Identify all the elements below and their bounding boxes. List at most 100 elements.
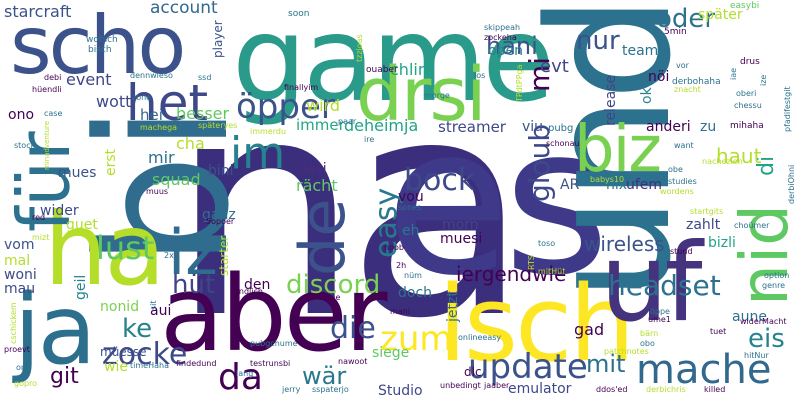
word-release: release	[603, 74, 619, 126]
word-ganz: ganz	[202, 207, 236, 223]
word-erst: erst	[103, 148, 119, 176]
word-drus: drus	[740, 57, 760, 67]
word-dennwieso: dennwieso	[130, 71, 173, 80]
word-headset: headset	[608, 269, 721, 302]
word-Studio: Studio	[378, 383, 423, 399]
word-ire: ire	[364, 135, 375, 144]
word-TPdtPPga: TPdtPPga	[515, 64, 524, 102]
word-iae: iae	[729, 67, 738, 80]
word-drsi: drsi	[356, 52, 487, 138]
word-zahlt: zahlt	[686, 217, 721, 233]
word-raecht: rächt	[296, 176, 338, 195]
word-ok: ok	[639, 87, 655, 104]
word-los: los	[474, 71, 486, 80]
word-onlineeasy: onlineeasy	[458, 333, 502, 342]
word-zone: zone	[132, 93, 152, 102]
word-toso: toso	[538, 239, 556, 248]
word-minadventure: minadventure	[43, 120, 51, 170]
word-choeumer: choümer	[734, 221, 770, 230]
word-na: na	[170, 35, 530, 384]
word-morn: morn	[442, 217, 479, 233]
word-startgits: startgits	[690, 207, 724, 216]
word-jaaber: jaaber	[484, 381, 510, 390]
word-chlini: chlini	[390, 60, 433, 79]
word-killed: killed	[704, 385, 726, 394]
word-nix: nix	[606, 177, 628, 193]
word-account: account	[150, 0, 218, 18]
word-discord: discord	[286, 270, 381, 300]
word-mache: mache	[636, 347, 772, 393]
word-geil: geil	[73, 274, 89, 300]
word-emulator: emulator	[508, 381, 572, 397]
word-mues: mues	[58, 165, 97, 181]
word-5min: 5min	[664, 27, 687, 37]
word-nid: nid	[726, 203, 800, 306]
word-mitHuet: mitHüt	[538, 267, 566, 276]
word-player: player	[211, 20, 225, 58]
word-option: option	[764, 271, 790, 280]
word-mir: mir	[148, 148, 175, 167]
word-oeppe: öppe	[650, 307, 670, 316]
word-gopro: gopro	[14, 379, 38, 388]
word-ssd: ssd	[198, 73, 212, 82]
word-eis: eis	[748, 324, 785, 354]
word-woni: woni	[4, 267, 37, 283]
word-noob: noob	[384, 243, 404, 252]
word-skippeah: skippeah	[484, 23, 521, 32]
word-immerdu: immerdu	[250, 127, 287, 136]
word-wotsch: wotsch	[86, 35, 118, 45]
word-obe: obe	[668, 165, 683, 174]
word-morge: morge	[424, 91, 450, 100]
word-wird: wird	[306, 96, 340, 115]
word-aune: aune	[732, 309, 767, 325]
word-dinne: dinne	[318, 293, 341, 302]
word-het: het	[126, 74, 209, 132]
word-starter: starter	[217, 235, 231, 276]
word-nuem: nüm	[404, 271, 422, 280]
word-ize: ize	[759, 74, 768, 86]
word-mal: mal	[4, 253, 31, 269]
word-starcraft: starcraft	[4, 2, 72, 21]
word-5opoer: 5opoer	[206, 217, 235, 226]
word-tzzjoas: tzzjoas	[355, 34, 364, 62]
word-pfadifestgit: pfadifestgit	[783, 86, 792, 132]
word-genre: genre	[762, 281, 786, 290]
word-huet: hüt	[172, 270, 216, 300]
word-bizli: bizli	[708, 235, 736, 251]
word-mau: mau	[4, 281, 36, 297]
word-gloub: gloub	[523, 123, 556, 202]
word-pubg: pubg	[548, 123, 574, 134]
word-pubgchume: pubgchume	[250, 339, 298, 348]
word-scho: scho	[10, 0, 186, 92]
word-stock: stock	[14, 141, 36, 150]
word-stund: stund	[670, 247, 693, 256]
word-wider: wider	[40, 203, 79, 219]
word-viu: viu	[522, 119, 544, 135]
word-hueendli: hüendli	[32, 85, 62, 94]
word-sspaterjo: sspaterjo	[312, 385, 349, 394]
word-nonid: nonid	[100, 299, 140, 315]
word-tuet: tuet	[710, 327, 727, 336]
word-widerMacht: widerMacht	[740, 317, 787, 326]
word-cha: cha	[176, 134, 205, 153]
word-muesi: muesi	[440, 231, 483, 247]
word-sones: sones	[398, 203, 422, 212]
word-noei: nöi	[648, 69, 670, 85]
word-biz: biz	[574, 113, 662, 187]
word-mizt: mizt	[32, 233, 50, 242]
word-die: die	[330, 311, 376, 346]
word-wireless: wireless	[584, 232, 665, 256]
word-unbedingt: unbedingt	[440, 381, 481, 390]
word-cschickem: cschickem	[9, 302, 18, 344]
word-finallyim: finallyim	[284, 83, 319, 92]
word-waer: wär	[302, 362, 347, 390]
word-jetzt: jetzt	[445, 291, 461, 322]
word-hitNur: hitNur	[744, 351, 769, 360]
word-sit: sit	[149, 300, 158, 310]
word-hei: hei	[140, 106, 163, 124]
word-lang: lang	[236, 369, 254, 378]
word-immer: immer	[296, 116, 345, 134]
word-derbohaha: derbohaha	[672, 77, 721, 87]
word-git: git	[50, 364, 79, 389]
